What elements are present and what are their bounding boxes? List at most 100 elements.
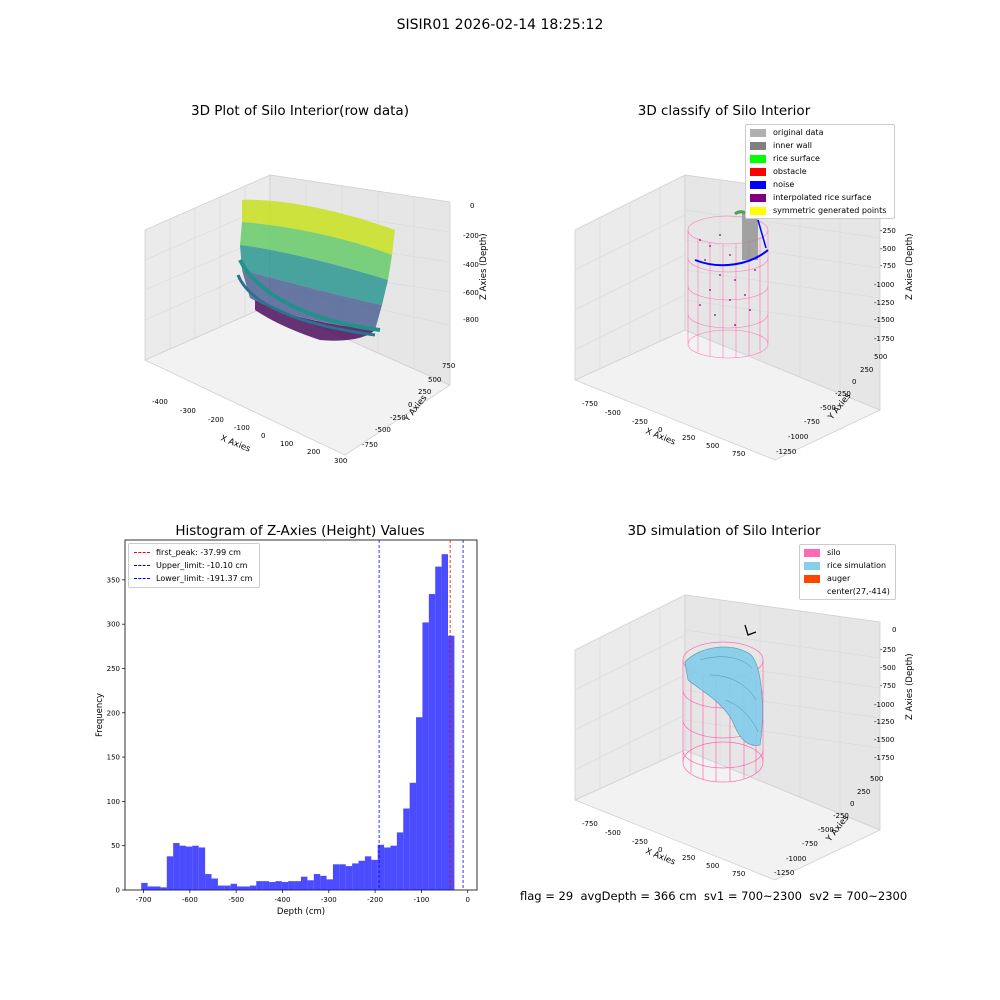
legend-item: center(27,-414) [800, 585, 895, 598]
histogram-bar [428, 594, 436, 890]
legend-item: auger [800, 572, 895, 585]
legend-item: Upper_limit: -10.10 cm [129, 559, 259, 572]
legend-swatch [750, 193, 766, 202]
tick-label: 250 [682, 434, 695, 442]
y-tick-label: 250 [107, 665, 120, 673]
classify-y-ticks: 500 250 0 -250 -500 -750 -1000 -1250 [776, 353, 887, 456]
histogram-bar [320, 875, 327, 890]
simulation-rice-surface [684, 646, 763, 746]
tick-label: 300 [334, 457, 347, 465]
legend-swatch [750, 128, 766, 137]
legend-line-swatch [134, 578, 150, 579]
histogram-bar [173, 843, 180, 890]
legend-item: obstacle [746, 165, 894, 178]
tick-label: -200 [208, 416, 224, 424]
tick-label: 0 [408, 401, 412, 409]
histogram-bar [230, 883, 238, 890]
histogram-bar [352, 863, 359, 890]
y-tick-label: 200 [107, 709, 120, 717]
tick-label: -1250 [774, 869, 794, 877]
tick-label: 500 [706, 442, 719, 450]
histogram-bar [288, 881, 295, 890]
legend-swatch [750, 141, 766, 150]
simulation-plot-title: 3D simulation of Silo Interior [627, 523, 821, 539]
tick-label: -250 [632, 838, 648, 846]
tick-label: 750 [442, 362, 455, 370]
x-tick-label: -700 [136, 896, 152, 904]
histogram-bar [416, 717, 423, 890]
tick-label: -250 [632, 418, 648, 426]
x-tick-label: -100 [413, 896, 429, 904]
classify-x-ticks: -750 -500 -250 0 250 500 750 [582, 400, 745, 458]
legend-item: original data [746, 126, 894, 139]
figure-title: SISIR01 2026-02-14 18:25:12 [396, 17, 604, 33]
tick-label: -250 [835, 390, 851, 398]
tick-label: -500 [818, 826, 834, 834]
tick-label: -250 [390, 414, 406, 422]
tick-label: 0 [470, 202, 474, 210]
histogram-bar [237, 886, 244, 890]
tick-label: -750 [362, 441, 378, 449]
histogram-bar [205, 874, 212, 890]
tick-label: -1000 [788, 433, 808, 441]
y-tick-label: 350 [107, 576, 120, 584]
histogram-bar [435, 566, 442, 890]
histogram-chart: -700 -600 -500 -400 -300 -200 -100 0 0 50 100 150 2… [95, 539, 478, 917]
histogram-bar [313, 874, 321, 890]
histogram-bar [403, 808, 410, 890]
tick-label: -400 [152, 398, 168, 406]
legend-swatch [804, 574, 820, 583]
histogram-bar [441, 554, 449, 890]
legend-line-swatch [134, 552, 150, 553]
histogram-bar [166, 856, 174, 890]
y-tick-label: 0 [116, 887, 120, 895]
tick-label: -1500 [874, 316, 894, 324]
tick-label: 0 [658, 426, 662, 434]
histogram-bar [301, 876, 308, 890]
legend-item: interpolated rice surface [746, 191, 894, 204]
histogram-bar [390, 845, 397, 890]
tick-label: -750 [880, 262, 896, 270]
histogram-bar [256, 881, 263, 890]
histogram-bar [339, 864, 346, 890]
tick-label: 0 [658, 846, 662, 854]
x-tick-label: -500 [228, 896, 244, 904]
histogram-bar [281, 882, 289, 890]
classify-silo-wire [687, 215, 769, 359]
tick-label: -1000 [874, 281, 894, 289]
tick-label: 500 [706, 862, 719, 870]
histogram-bar [153, 886, 161, 890]
histogram-bar [275, 881, 282, 890]
legend-swatch [804, 561, 820, 570]
histogram-bar [269, 882, 276, 890]
tick-label: -200 [463, 232, 479, 240]
histogram-bars [141, 554, 455, 890]
tick-label: -750 [804, 418, 820, 426]
tick-label: -500 [605, 409, 621, 417]
tick-label: 750 [732, 870, 745, 878]
histogram-bar [371, 859, 378, 890]
histogram-bar [307, 880, 314, 890]
histogram-bar [224, 885, 231, 890]
simulation-3d-grid [574, 600, 881, 813]
classify-z-ticks: -250 -500 -750 -1000 -1250 -1500 -1750 [874, 227, 896, 343]
tick-label: 0 [261, 432, 265, 440]
tick-label: -750 [582, 820, 598, 828]
legend-line-swatch [134, 565, 150, 566]
tick-label: 100 [280, 440, 293, 448]
histogram-bar [217, 885, 225, 890]
histogram-bar [345, 866, 353, 890]
raw-x-ticks: -400 -300 -200 -100 0 100 200 300 [152, 398, 347, 465]
tick-label: 0 [892, 626, 896, 634]
y-tick-label: 300 [107, 621, 120, 629]
histogram-y-axis-label: Frequency [95, 693, 105, 737]
classify-legend: original data inner wall rice surface ob… [745, 124, 895, 219]
histogram-bar [249, 885, 257, 890]
tick-label: -1750 [874, 335, 894, 343]
histogram-bar [294, 881, 301, 890]
raw-z-axis-label: Z Axies (Depth) [479, 233, 489, 300]
classify-z-axis-label: Z Axies (Depth) [905, 233, 915, 300]
tick-label: -500 [820, 404, 836, 412]
tick-label: -500 [880, 245, 896, 253]
legend-item: silo [800, 546, 895, 559]
